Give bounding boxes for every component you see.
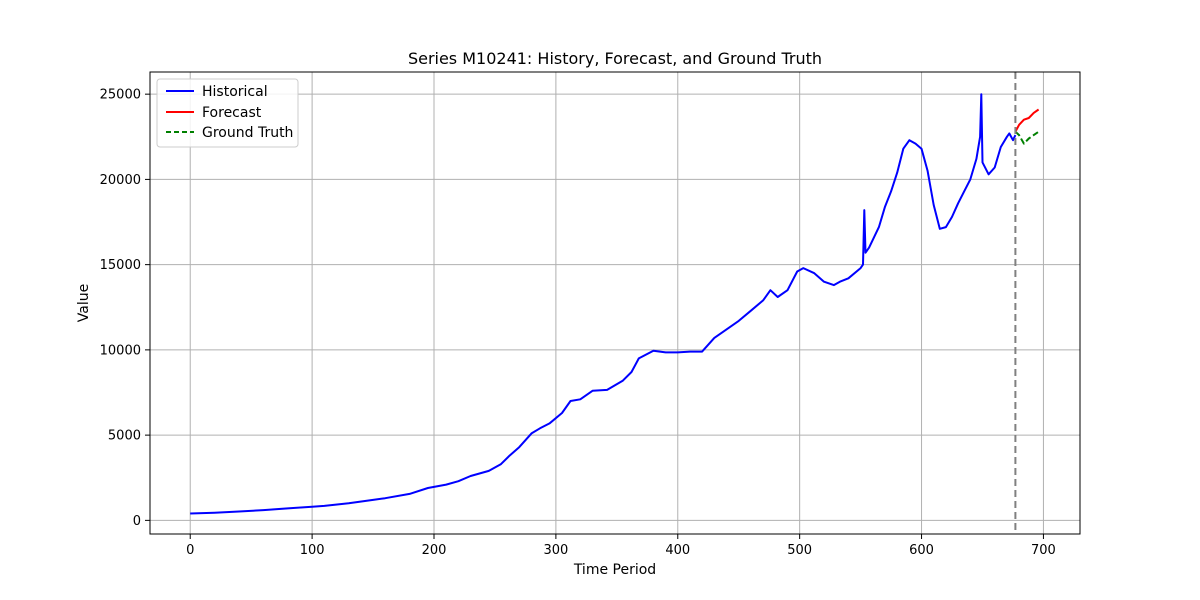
x-axis-label: Time Period bbox=[573, 562, 656, 578]
legend-label-historical: Historical bbox=[202, 84, 268, 100]
x-tick-label: 500 bbox=[787, 543, 812, 558]
legend-item-historical: Historical bbox=[166, 84, 268, 100]
plot-frame bbox=[149, 71, 1081, 535]
legend-label-forecast: Forecast bbox=[202, 105, 262, 121]
y-tick-label: 25000 bbox=[100, 88, 141, 103]
x-tick-label: 200 bbox=[422, 543, 447, 558]
y-tick-label: 0 bbox=[133, 514, 141, 529]
legend-item-ground-truth: Ground Truth bbox=[166, 125, 293, 141]
legend-label-ground-truth: Ground Truth bbox=[202, 125, 293, 141]
axis-ticks: 0 100 200 300 400 500 600 700 0 5000 10000 15000 200… bbox=[100, 88, 1056, 558]
x-tick-label: 700 bbox=[1031, 543, 1056, 558]
x-tick-label: 100 bbox=[300, 543, 325, 558]
y-tick-label: 15000 bbox=[100, 258, 141, 273]
legend-box bbox=[156, 78, 299, 148]
x-tick-label: 300 bbox=[543, 543, 568, 558]
y-tick-label: 10000 bbox=[100, 343, 141, 358]
legend-item-forecast: Forecast bbox=[166, 105, 262, 121]
y-tick-label: 20000 bbox=[100, 173, 141, 188]
series-lines bbox=[190, 93, 1040, 515]
y-tick-label: 5000 bbox=[108, 429, 141, 444]
x-tick-label: 400 bbox=[665, 543, 690, 558]
legend: Historical Forecast Ground Truth bbox=[156, 78, 299, 148]
series-line-forecast bbox=[1014, 108, 1040, 133]
x-tick-label: 0 bbox=[186, 543, 194, 558]
chart-title: Series M10241: History, Forecast, and Gr… bbox=[408, 49, 822, 68]
y-axis-label: Value bbox=[76, 284, 92, 322]
x-tick-label: 600 bbox=[909, 543, 934, 558]
grid bbox=[150, 72, 1080, 534]
series-line-historical bbox=[190, 93, 1017, 515]
series-line-ground-truth bbox=[1014, 130, 1040, 145]
